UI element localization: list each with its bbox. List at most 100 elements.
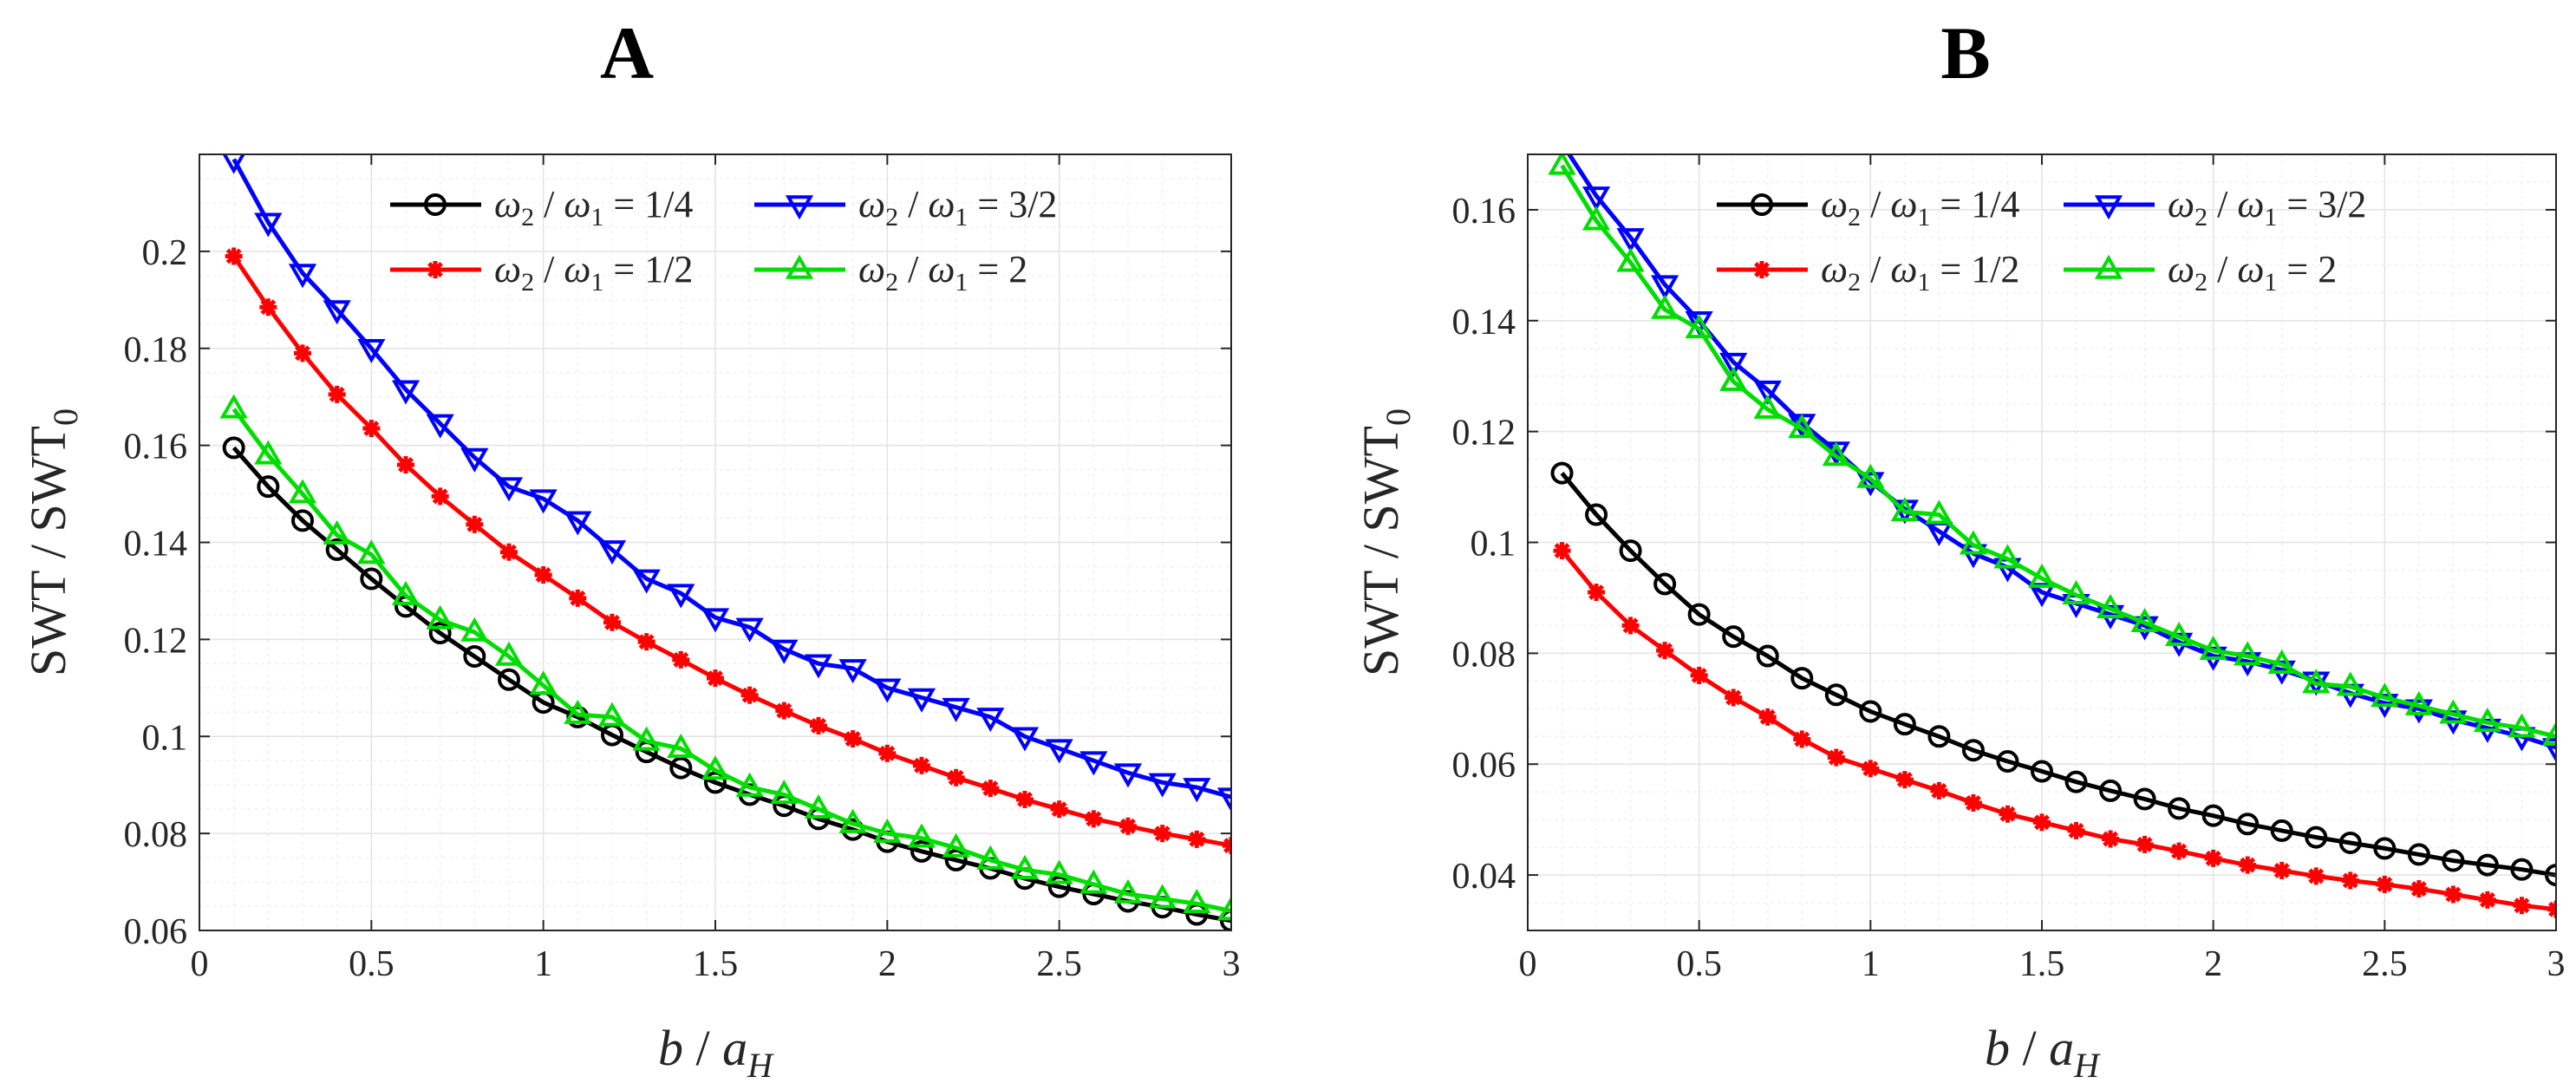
panel-b-series-2-point [1793, 730, 1811, 748]
panel-b-series-4-point [1753, 394, 1782, 419]
panel-b-series-3-point [1616, 228, 1645, 253]
panel-b-series-1-point [1550, 461, 1574, 485]
panel-b-series-2-point [2376, 875, 2394, 893]
panel-b-series-4-point [1651, 294, 1679, 319]
panel-a-series-4-point [804, 793, 833, 819]
panel-b-series-4-point [1581, 206, 1611, 231]
panel-b-legend-marker-1 [1751, 193, 1773, 216]
panel-b-series-1-point [1996, 750, 2019, 773]
panel-a-series-4-point [667, 734, 695, 759]
panel-b-x-axis-label: b / aH [1985, 1020, 2101, 1085]
panel-b-series-1-point [1585, 503, 1608, 526]
panel-b-series-line-3 [1566, 154, 2556, 750]
panel-a-series-2-point [1050, 800, 1068, 819]
panel-b-series-1-point [1687, 603, 1711, 626]
panel-a-series-3-point [1148, 773, 1177, 798]
panel-a-series-4-point [838, 808, 867, 833]
panel-a-series-3-point [597, 540, 627, 565]
panel-a-series-2-point [707, 669, 724, 688]
panel-a-series-3-point [770, 639, 799, 664]
panel-a-y-tick-label: 0.16 [124, 428, 188, 467]
panel-a-series-1-point [360, 567, 383, 591]
panel-b-series-4-point [2165, 621, 2194, 646]
panel-a-title: A [600, 11, 654, 95]
panel-b-legend-item-3: ω2 / ω1 = 3/2 [2064, 183, 2366, 232]
panel-a-series-4-point [426, 604, 454, 630]
panel-a-series-4-point [1045, 859, 1073, 884]
panel-a-x-tick-label: 2.5 [1036, 944, 1082, 984]
panel-b-series-4-point [2336, 671, 2364, 696]
panel-a-series-1-point [428, 622, 452, 645]
panel-b-series-1-point [1619, 539, 1642, 563]
panel-a-series-4-point [391, 580, 421, 605]
panel-a-legend-item-4: ω2 / ω1 = 2 [754, 248, 1027, 297]
panel-b-series-2-point [2410, 880, 2428, 898]
panel-a-series-3-point [1045, 739, 1073, 764]
panel-b-series-1-point [1859, 700, 1882, 723]
panel-a-series-4-point [1010, 854, 1040, 879]
panel-a-legend-marker-2 [427, 261, 444, 278]
panel-b-series-4-point [1856, 463, 1885, 488]
panel-b-legend-marker-2 [1753, 261, 1771, 278]
panel-a-legend-item-3: ω2 / ω1 = 3/2 [754, 183, 1057, 232]
panel-b-series-1-point [2338, 831, 2362, 854]
panel-b-series-4-point [2234, 641, 2262, 666]
panel-a-series-4-point [1113, 878, 1143, 904]
panel-b-x-tick-label: 1.5 [2019, 944, 2065, 984]
panel-a-series-1-point [257, 475, 280, 499]
panel-b-series-2-point [1964, 793, 1982, 812]
panel-b-legend-item-4: ω2 / ω1 = 2 [2064, 248, 2337, 297]
panel-b-series-3-point [2130, 616, 2159, 641]
panel-b-series-1-point [1893, 713, 1916, 736]
panel-b-series-1-point [2407, 843, 2430, 866]
panel-b-series-1-point [2442, 849, 2465, 872]
panel-a-series-1-point [325, 538, 349, 561]
panel-b-legend-label-3: ω2 / ω1 = 3/2 [2168, 183, 2366, 232]
panel-a-legend-item-1: ω2 / ω1 = 1/4 [390, 183, 693, 232]
panel-b-series-4-point [1890, 497, 1919, 522]
panel-a-series-4-point [942, 832, 970, 858]
panel-b-series-1-point [2201, 804, 2225, 827]
panel-b-series-2-point [1725, 689, 1743, 707]
panel-a-series-3-point [529, 489, 558, 514]
panel-a-legend-marker-4 [785, 254, 814, 279]
panel-b-series-2-point [2273, 861, 2291, 879]
panel-a-y-tick-label: 0.08 [124, 815, 188, 855]
panel-b-series-1-point [2064, 770, 2088, 793]
panel-a-series-3-point [426, 414, 454, 439]
panel-a-series-4-point [597, 702, 627, 727]
panel-a-series-2-point [913, 756, 930, 774]
panel-b-series-1-point [1790, 667, 1814, 690]
panel-a-series-4-point [873, 818, 902, 843]
panel-b-x-tick-label: 2 [2204, 944, 2222, 984]
panel-b-series-2 [1553, 542, 2556, 918]
panel-b-series-3-point [1651, 275, 1679, 300]
panel-a-series-2-point [740, 686, 759, 704]
panel-a-series-3 [222, 154, 1231, 813]
panel-a-series-2 [225, 247, 1231, 855]
panel-a-x-axis-label: b / aH [658, 1020, 774, 1085]
panel-b-series-2-point [2547, 900, 2556, 918]
panel-b-series-2-point [1690, 666, 1708, 684]
panel-b-series-4-point [2096, 594, 2125, 619]
panel-a-series-4-point [976, 845, 1005, 870]
panel-a-series-3-point [735, 617, 764, 643]
panel-b-series-1-point [1653, 572, 1677, 596]
panel-a-legend-label-3: ω2 / ω1 = 3/2 [858, 183, 1057, 232]
panel-b-series-4-point [1685, 314, 1713, 339]
panel-b-plot-area [1548, 154, 2556, 918]
panel-b-series-2-point [1862, 760, 1880, 778]
panel-b-series-1-point [1756, 644, 1779, 668]
panel-a-series-4-point [770, 780, 799, 805]
panel-b-series-4-point [2199, 635, 2227, 660]
panel-a-legend-label-1: ω2 / ω1 = 1/4 [494, 183, 693, 232]
panel-a-series-1-point [910, 839, 933, 863]
panel-a-series-2-point [844, 730, 862, 748]
panel-a-series-3-point [1216, 787, 1231, 813]
panel-a-series-3-point [222, 154, 245, 174]
panel-a-series-3-point [357, 338, 386, 363]
panel-b-series-2-point [1553, 542, 1571, 560]
panel-a-series-3-point [288, 264, 317, 289]
panel-b-series-4-point [1616, 247, 1645, 272]
panel-b-series-4-point [1959, 530, 1988, 555]
